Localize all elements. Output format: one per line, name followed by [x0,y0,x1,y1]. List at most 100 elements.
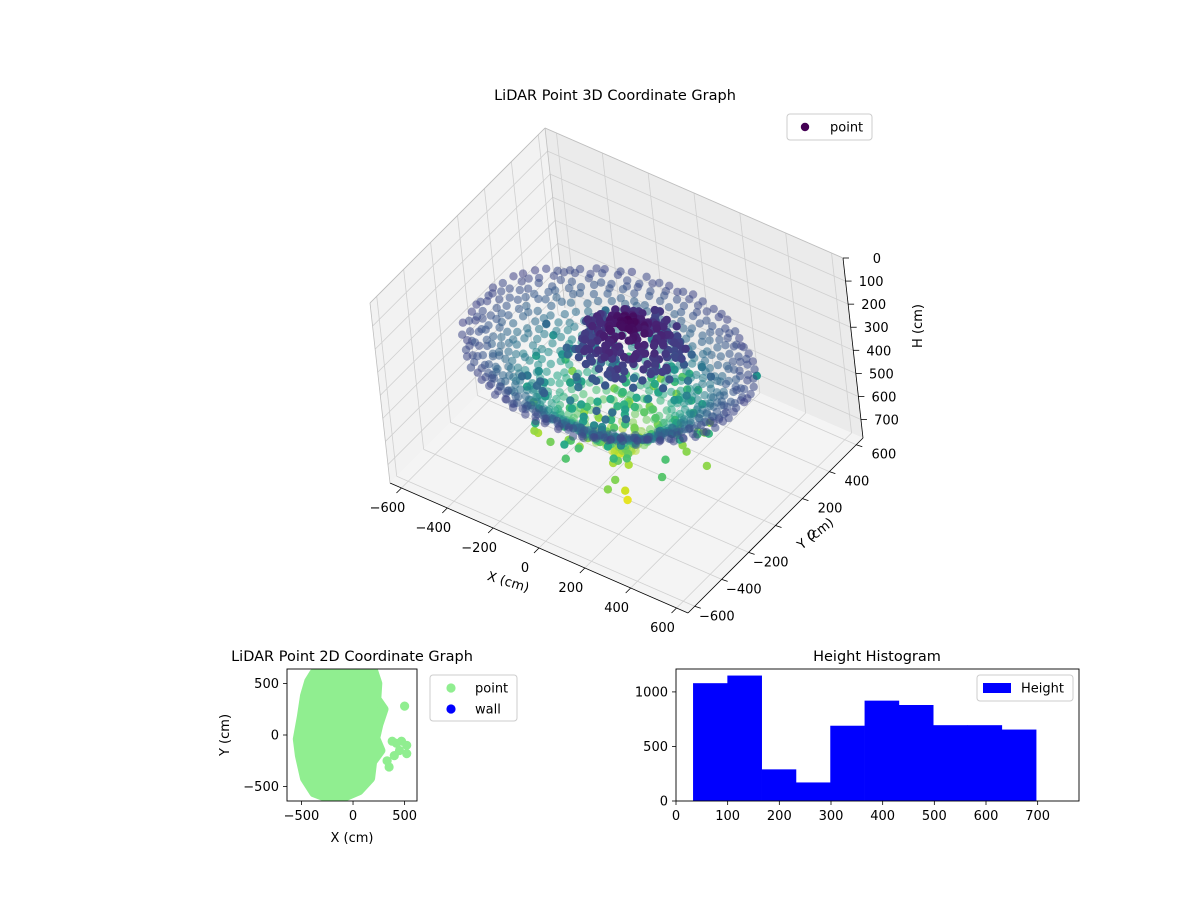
scatter-point [731,375,741,384]
scatter-point [655,278,664,288]
scatter-point [655,437,664,446]
scatter-point [716,352,725,361]
z-axis-label: H (cm) [911,304,926,348]
scatter-point [642,435,652,444]
scatter-point [513,295,522,304]
scatter-point [520,334,529,343]
y-tick-mark [694,605,701,609]
scatter-point [650,305,659,315]
scatter-point [518,312,528,321]
scatter-point [458,318,468,327]
scatter-point [613,270,623,280]
scatter-point [679,434,688,443]
grid-line-y-left [403,269,425,450]
scatter-point [579,390,588,399]
legend-marker-point [800,122,810,132]
scatter-point [644,394,653,403]
scatter-point [620,305,629,314]
scatter-point [461,345,471,354]
scatter-point [639,365,648,374]
scatter-point [623,276,632,285]
scatter-point [596,278,606,287]
scatter-point [524,274,533,283]
scatter-point [607,296,616,306]
scatter-point [723,315,732,324]
x-tick-mark [442,507,448,514]
scatter-point [628,354,637,363]
scatter-point [566,298,576,307]
scatter-point [583,367,592,377]
scatter-point [574,444,583,453]
scatter-point [623,495,632,505]
scatter-point [603,289,612,298]
scatter-point [696,420,706,430]
scatter-point [676,376,686,385]
y-tick-label: 0 [660,795,668,810]
scatter-point [642,415,651,424]
scatter-point [400,701,410,711]
scatter-point [515,285,524,295]
z-tick-label: 0 [873,252,881,267]
scatter-point [503,327,512,336]
scatter-point [718,417,728,426]
scatter-point [542,367,551,376]
scatter-point [624,324,633,333]
scatter-point [693,301,703,310]
scatter-point [624,460,633,469]
scatter-point [702,307,711,316]
x-tick-mark [579,567,586,574]
scatter-point [640,408,649,417]
scatter-point [640,329,649,338]
x-tick-label: 500 [392,809,417,824]
plot-frame-histogram [675,668,1080,802]
scatter-point [594,346,603,355]
scatter-point [533,334,542,344]
legend-marker-point [446,683,456,693]
scatter-point [554,424,563,434]
scatter-point [488,352,498,361]
x-tick-mark [396,487,402,494]
scatter-point [658,339,667,348]
scatter-point [486,311,495,320]
scatter-point [661,455,670,464]
x-axis-label-2d: X (cm) [331,831,374,846]
scatter-point [504,311,513,320]
histogram-bar [693,683,728,801]
scatter-point [521,410,530,419]
x-tick-label: 100 [715,809,740,824]
scatter-point [740,384,749,394]
scatter-point [483,341,492,351]
scatter-point [709,304,718,314]
scatter-point [495,323,504,332]
x-tick-mark [487,527,494,534]
scatter-point [485,381,494,390]
scatter-point [650,349,659,358]
scatter-point [691,432,700,442]
histogram-bar [830,725,865,801]
scatter-point [700,391,709,400]
x-tick-label: 0 [349,809,357,824]
scatter-point [589,280,599,290]
scatter-point [546,311,555,320]
scatter-point [482,335,491,344]
scatter-point [637,427,646,436]
scatter-point [650,415,659,424]
scatter-point [478,306,487,316]
scatter-point [749,382,758,392]
scatter-point [677,354,686,363]
scatter-point [534,324,544,334]
x-tick-label: −500 [284,809,320,824]
scatter-point [504,347,513,356]
legend-2d: point wall [429,674,518,722]
scatter-point [679,324,688,333]
x-tick-label: −200 [461,541,497,556]
scatter-point [501,354,510,364]
grid-line-z-left [374,173,551,350]
chart-2d-title: LiDAR Point 2D Coordinate Graph [231,649,473,665]
pane-edge [369,302,391,484]
scatter-point [474,327,483,336]
scatter-point [723,333,732,343]
scatter-point [572,372,581,382]
scatter-point [601,381,610,390]
x-tick-label: 200 [558,581,583,596]
